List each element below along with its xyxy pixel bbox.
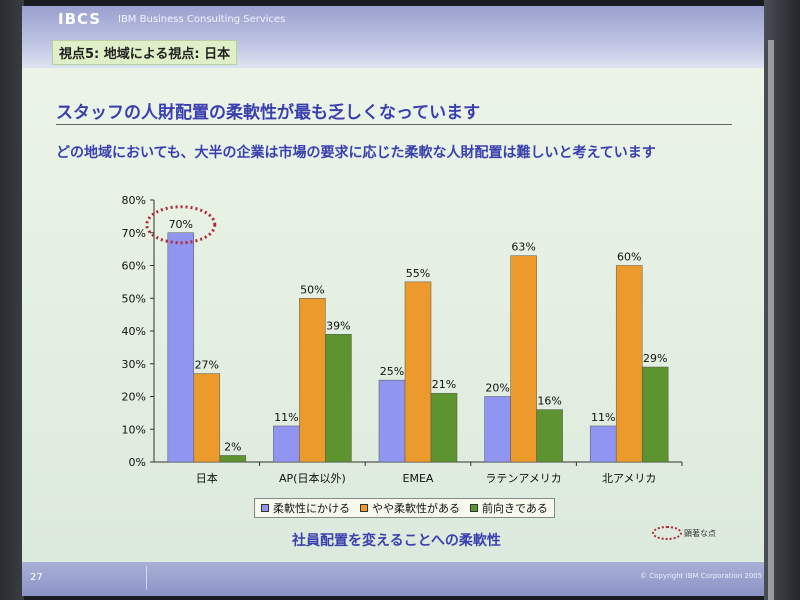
x-tick-label: EMEA: [403, 472, 434, 485]
bar-value-label: 39%: [326, 319, 350, 332]
footer-band: [22, 562, 764, 596]
bar-value-label: 20%: [485, 382, 509, 395]
legend-item-2: やや柔軟性がある: [360, 500, 460, 516]
highlight-ring: [145, 205, 217, 245]
bar-value-label: 29%: [643, 352, 667, 365]
bar-3-1: [219, 455, 247, 463]
legend-label-2: やや柔軟性がある: [372, 502, 460, 515]
bar-value-label: 16%: [537, 395, 561, 408]
subtitle: どの地域においても、大半の企業は市場の要求に応じた柔軟な人財配置は難しいと考えて…: [56, 145, 656, 161]
bar-value-label: 11%: [274, 411, 298, 424]
y-tick-label: 10%: [122, 423, 146, 436]
y-tick-label: 50%: [122, 292, 146, 305]
x-tick-label: AP(日本以外): [279, 471, 346, 485]
dotted-ring-icon: [652, 526, 682, 540]
bar-value-label: 70%: [169, 218, 193, 231]
legend-item-1: 柔軟性にかける: [261, 500, 350, 516]
bar-value-label: 21%: [432, 378, 456, 391]
x-tick-label: ラテンアメリカ: [485, 472, 561, 485]
bar-value-label: 60%: [617, 251, 641, 264]
y-tick-label: 40%: [122, 325, 146, 338]
bar-3-4: [536, 409, 563, 463]
adjacent-screen-edge: [768, 40, 774, 600]
legend-label-3: 前向きである: [482, 502, 548, 515]
x-tick-label: 北アメリカ: [602, 472, 656, 485]
notable-key: 顕著な点: [652, 526, 716, 540]
bar-1-5: [589, 425, 617, 463]
y-tick-label: 70%: [122, 227, 146, 240]
legend-swatch-3: [470, 504, 478, 512]
y-tick-label: 30%: [122, 358, 146, 371]
bar-chart: 0% 10% 20% 30% 40% 50% 60% 70% 80% 70% 27% 2% 日本 11% 5…: [122, 194, 683, 485]
y-tick-label: 0%: [129, 456, 146, 469]
y-tick-label: 60%: [122, 260, 146, 273]
bar-value-label: 2%: [224, 440, 241, 453]
bar-value-label: 27%: [195, 359, 219, 372]
legend-label-1: 柔軟性にかける: [273, 502, 350, 515]
bar-value-label: 63%: [511, 241, 535, 254]
legend-swatch-2: [360, 504, 368, 512]
bar-2-2: [299, 298, 326, 463]
chart-caption: 社員配置を変えることへの柔軟性: [292, 533, 501, 549]
bar-value-label: 50%: [300, 283, 324, 296]
headline-divider: [56, 124, 732, 125]
y-tick-label: 20%: [122, 391, 146, 404]
footer-divider: [146, 566, 147, 590]
x-tick-label: 日本: [196, 471, 218, 485]
bar-2-5: [615, 265, 643, 463]
legend-item-3: 前向きである: [470, 500, 548, 516]
headline: スタッフの人財配置の柔軟性が最も乏しくなっています: [56, 103, 481, 123]
bar-3-2: [325, 334, 352, 463]
legend-swatch-1: [261, 504, 269, 512]
bar-3-5: [641, 366, 669, 463]
brand-logo: IBCS: [58, 10, 102, 28]
slide: IBCS IBM Business Consulting Services 視点…: [22, 6, 764, 596]
bar-1-4: [484, 396, 511, 463]
page-number: 27: [30, 572, 43, 583]
bar-1-2: [273, 425, 300, 463]
brand-subtitle: IBM Business Consulting Services: [118, 14, 286, 25]
y-tick-label: 80%: [122, 194, 146, 207]
notable-label: 顕著な点: [684, 528, 716, 538]
bar-1-1: [167, 232, 195, 463]
breadcrumb: 視点5: 地域による視点: 日本: [52, 40, 238, 65]
chart-legend: 柔軟性にかける やや柔軟性がある 前向きである: [254, 498, 555, 518]
bar-value-label: 25%: [380, 365, 404, 378]
room-left-edge: [0, 0, 24, 600]
room-right-edge: [764, 0, 800, 600]
bar-2-3: [404, 281, 432, 463]
copyright: © Copyright IBM Corporation 2005: [640, 572, 763, 580]
bar-1-3: [378, 379, 406, 463]
bar-2-4: [510, 255, 537, 463]
bar-value-label: 55%: [406, 267, 430, 280]
bar-3-3: [430, 392, 458, 463]
bar-2-1: [193, 373, 221, 463]
bar-value-label: 11%: [591, 411, 615, 424]
